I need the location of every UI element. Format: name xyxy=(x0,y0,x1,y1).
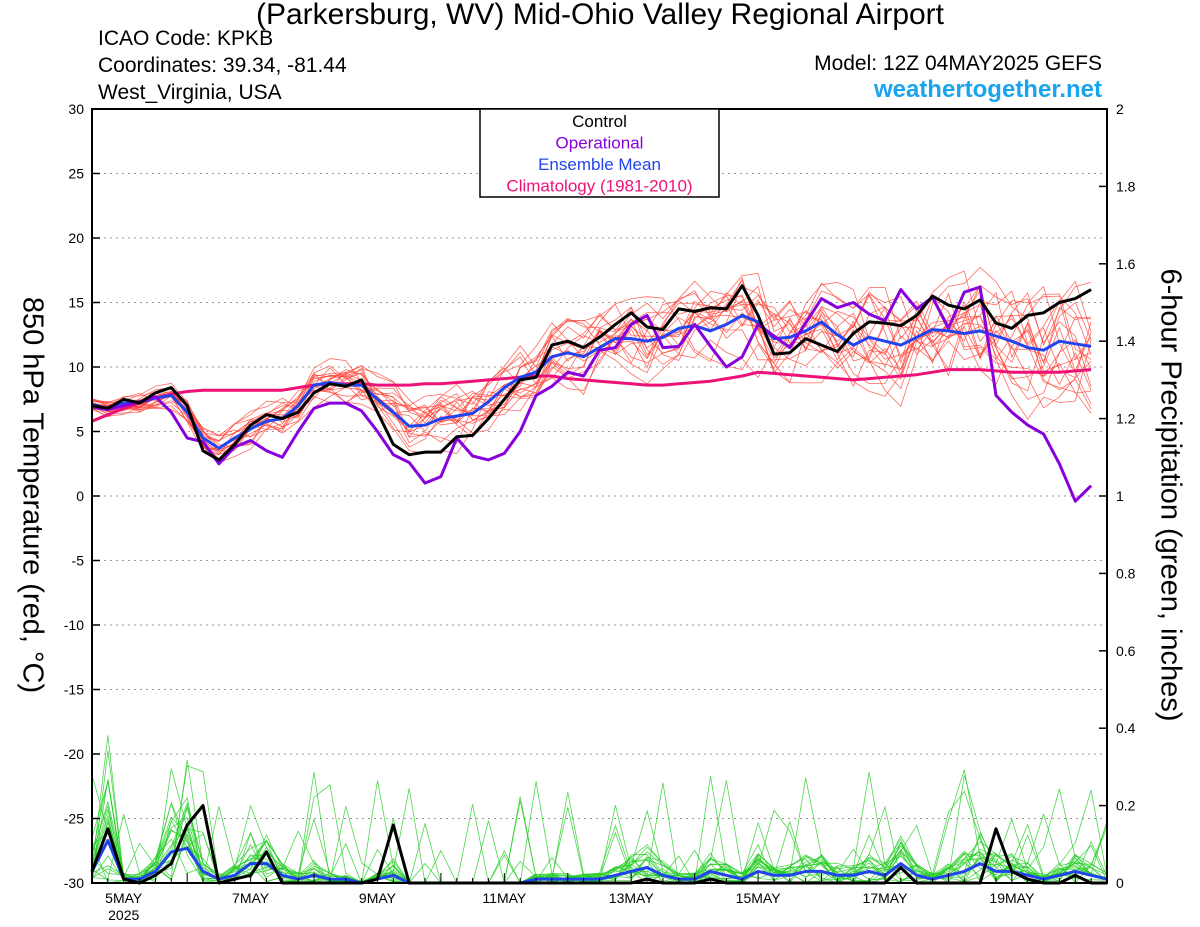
y2-tick-label: 1 xyxy=(1116,488,1124,504)
y-tick-label: 0 xyxy=(76,488,84,504)
axes: 302520151050-5-10-15-20-25-3021.81.61.41… xyxy=(64,101,1136,923)
x-tick-label: 15MAY xyxy=(736,890,782,906)
y-tick-label: 5 xyxy=(76,424,84,440)
legend-ensemble-mean: Ensemble Mean xyxy=(538,155,661,174)
y-tick-label: -25 xyxy=(64,811,84,827)
x-tick-label: 13MAY xyxy=(609,890,655,906)
y-tick-label: -15 xyxy=(64,682,84,698)
temp-member-line xyxy=(91,280,1092,452)
site-link[interactable]: weathertogether.net xyxy=(873,76,1102,103)
y2-tick-label: 0 xyxy=(1116,875,1124,891)
ensemble-mean-temp-line xyxy=(91,313,1092,450)
operational-temp-line xyxy=(91,285,1093,503)
control-temp-line xyxy=(91,284,1092,462)
y2-tick-label: 1.4 xyxy=(1116,333,1136,349)
y2-tick-label: 0.6 xyxy=(1116,643,1136,659)
y-tick-label: -30 xyxy=(64,875,84,891)
page-title: (Parkersburg, WV) Mid-Ohio Valley Region… xyxy=(255,0,945,31)
x-tick-label: 19MAY xyxy=(989,890,1035,906)
legend-climatology: Climatology (1981-2010) xyxy=(506,177,692,196)
temp-member-line xyxy=(91,301,1092,464)
temp-member-line xyxy=(91,282,1092,451)
y2-tick-label: 1.8 xyxy=(1116,178,1136,194)
precip-member-line xyxy=(91,735,1108,884)
y-tick-label: -5 xyxy=(72,553,85,569)
x-tick-label: 5MAY xyxy=(105,890,143,906)
x-tick-label: 11MAY xyxy=(482,890,526,906)
y2-tick-label: 0.2 xyxy=(1116,798,1136,814)
y2-tick-label: 0.4 xyxy=(1116,720,1136,736)
ensemble-members xyxy=(91,266,1108,884)
y2-tick-label: 0.8 xyxy=(1116,565,1136,581)
legend: Control Operational Ensemble Mean Climatolo… xyxy=(479,108,720,198)
coordinates: Coordinates: 39.34, -81.44 xyxy=(98,54,347,77)
grid xyxy=(92,173,1107,819)
x-tick-label: 7MAY xyxy=(232,890,270,906)
y-tick-label: 25 xyxy=(68,166,84,182)
y2-tick-label: 1.6 xyxy=(1116,256,1136,272)
legend-box xyxy=(479,108,720,198)
y2-tick-label: 2 xyxy=(1116,101,1124,117)
x-tick-label: 9MAY xyxy=(359,890,397,906)
legend-operational: Operational xyxy=(556,134,644,153)
plot-frame xyxy=(91,108,1108,884)
y-tick-label: 30 xyxy=(68,101,84,117)
temp-member-line xyxy=(91,266,1092,444)
model-run: Model: 12Z 04MAY2025 GEFS xyxy=(814,52,1102,75)
y-tick-label: -20 xyxy=(64,746,84,762)
x-year-label: 2025 xyxy=(108,907,139,923)
y-tick-label: 15 xyxy=(68,295,84,311)
y-tick-label: 10 xyxy=(68,359,84,375)
y-tick-label: 20 xyxy=(68,230,84,246)
region: West_Virginia, USA xyxy=(98,81,282,104)
series xyxy=(90,284,1108,885)
icao-code: ICAO Code: KPKB xyxy=(98,27,274,50)
y2-tick-label: 1.2 xyxy=(1116,411,1136,427)
precip-member-line xyxy=(91,769,1108,884)
y-tick-label: -10 xyxy=(64,617,84,633)
x-tick-label: 17MAY xyxy=(863,890,909,906)
temp-member-line xyxy=(91,300,1092,460)
legend-control: Control xyxy=(572,112,627,131)
climatology-temp-line xyxy=(91,368,1092,423)
